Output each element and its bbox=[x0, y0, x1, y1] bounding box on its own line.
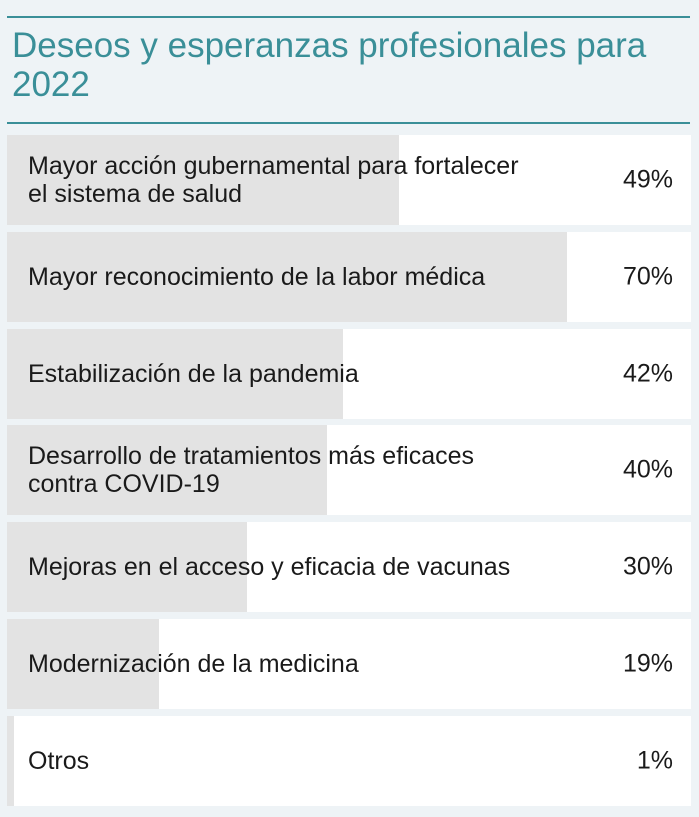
bar-value-label: 70% bbox=[622, 262, 673, 291]
bar-row: Desarrollo de tratamientos más eficaces … bbox=[7, 425, 691, 515]
bar-label: Mejoras en el acceso y eficacia de vacun… bbox=[28, 553, 511, 581]
bar-value-label: 42% bbox=[622, 359, 673, 388]
title-rule-bottom bbox=[7, 122, 690, 124]
bar-row: Mayor reconocimiento de la labor médica 7… bbox=[7, 232, 691, 322]
bar-value-label: 40% bbox=[622, 455, 673, 484]
bar bbox=[7, 135, 399, 225]
bar-row: Estabilización de la pandemia 42% bbox=[7, 329, 691, 419]
bar bbox=[7, 619, 159, 709]
bar-row: Modernización de la medicina 19% bbox=[7, 619, 691, 709]
bar-label: Estabilización de la pandemia bbox=[28, 360, 359, 388]
bar bbox=[7, 232, 567, 322]
title-rule-top bbox=[7, 16, 690, 18]
bar bbox=[7, 425, 327, 515]
bar bbox=[7, 716, 14, 806]
bar-row: Mejoras en el acceso y eficacia de vacun… bbox=[7, 522, 691, 612]
bar-row: Mayor acción gubernamental para fortalec… bbox=[7, 135, 691, 225]
bar bbox=[7, 329, 343, 419]
bar-label: Desarrollo de tratamientos más eficaces … bbox=[28, 442, 475, 498]
bar-label: Mayor acción gubernamental para fortalec… bbox=[28, 152, 519, 208]
bar-row: Otros 1% bbox=[7, 716, 691, 806]
bar bbox=[7, 522, 247, 612]
bar-value-label: 1% bbox=[636, 746, 673, 775]
bar-label: Modernización de la medicina bbox=[28, 650, 359, 678]
bar-label: Mayor reconocimiento de la labor médica bbox=[28, 263, 486, 291]
bar-value-label: 49% bbox=[622, 165, 673, 194]
bar-label: Otros bbox=[28, 747, 90, 775]
bar-value-label: 30% bbox=[622, 552, 673, 581]
bar-value-label: 19% bbox=[622, 649, 673, 678]
page-title: Deseos y esperanzas profesionales para 2… bbox=[12, 26, 647, 104]
